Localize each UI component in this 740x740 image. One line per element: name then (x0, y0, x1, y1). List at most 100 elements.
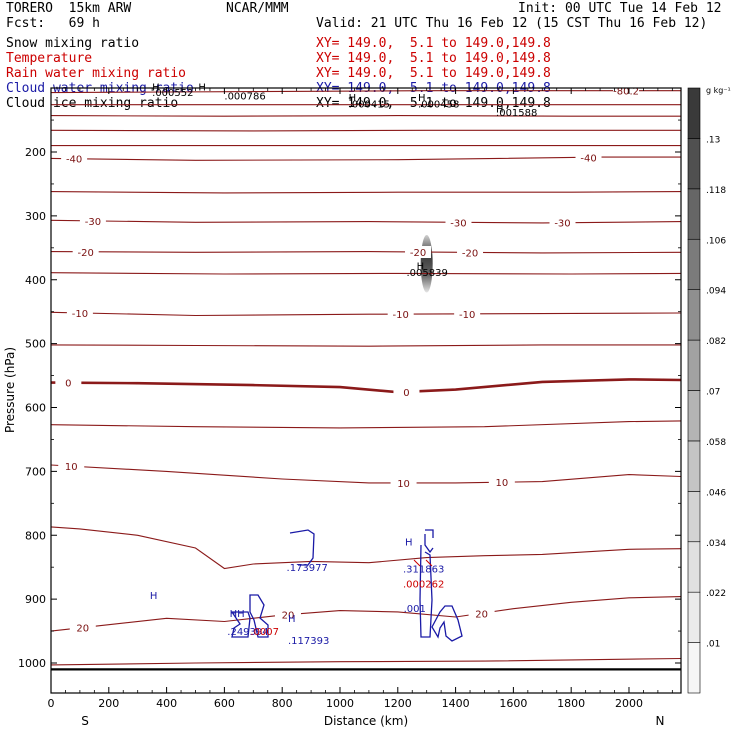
x-tick-label: 1600 (499, 697, 527, 710)
colorbar-level-label: .022 (706, 589, 726, 599)
temperature-contour (50, 526, 682, 570)
contour-label-bg (468, 607, 495, 620)
contour-label: 20 (76, 624, 89, 635)
legend-rain-name: Rain water mixing ratio (6, 66, 187, 81)
x-tick-label: 800 (272, 697, 293, 710)
contour-label-bg (55, 376, 82, 389)
contour-label: -40 (580, 153, 596, 164)
y-tick-label: 1000 (18, 657, 46, 670)
contour-label-bg (405, 246, 432, 259)
colorbar-swatch (687, 87, 701, 139)
contour-label: 10 (65, 462, 78, 473)
y-tick-label: 300 (25, 210, 46, 223)
cloud-water-contour (249, 594, 269, 638)
colorbar-level-label: .106 (706, 236, 726, 246)
max-h-label: HH (230, 609, 245, 620)
cloud-water-contour (419, 544, 433, 638)
max-h-label: H (418, 93, 426, 104)
contour-label: -20 (410, 248, 426, 259)
temperature-contour (50, 129, 681, 132)
x-tick-label: 1200 (384, 697, 412, 710)
temperature-contour (50, 464, 682, 484)
colorbar-swatch (687, 642, 701, 694)
colorbar-swatch (687, 138, 701, 190)
contour-label-bg (58, 460, 85, 473)
contour-label: -10 (393, 310, 409, 321)
temperature-contour (50, 251, 682, 254)
contour-label: 0 (65, 379, 71, 390)
contour-label-bg (549, 216, 576, 229)
legend-temp-xy: XY= 149.0, 5.1 to 149.0,149.8 (316, 51, 551, 66)
contour-label: -30 (450, 218, 466, 229)
max-h-label: H (288, 614, 296, 625)
plot-frame (50, 87, 682, 694)
contour-label-bg (274, 608, 301, 621)
contour-label-bg (66, 306, 93, 319)
colorbar-swatch (687, 491, 701, 543)
temperature-contour (50, 115, 681, 117)
init-time: Init: 00 UTC Tue 14 Feb 12 (518, 1, 722, 16)
x-tick-label: 1400 (442, 697, 470, 710)
temperature-contour (50, 219, 682, 224)
y-tick-label: 400 (25, 274, 46, 287)
max-value-label: .000552 (152, 88, 193, 99)
max-h-label: H (150, 591, 158, 602)
max-value-label: .249394 (227, 627, 268, 638)
contour-label-bg (79, 214, 106, 227)
contour-label-bg (69, 621, 96, 634)
max-value-label: .173977 (287, 563, 328, 574)
colorbar-level-label: .046 (706, 488, 726, 498)
colorbar-level-label: .094 (706, 287, 726, 297)
contour-label: -20 (78, 248, 94, 259)
contour-label-bg (387, 308, 414, 321)
contour-label: -30 (554, 219, 570, 230)
contour-label-bg (61, 152, 88, 165)
max-value-label: .000262 (403, 580, 444, 591)
max-h-label: H (417, 262, 425, 273)
y-tick-label: 200 (25, 146, 46, 159)
max-value-label: .117393 (288, 636, 329, 647)
max-value-label: .001588 (496, 108, 537, 119)
model-title: TORERO 15km ARW (6, 1, 132, 16)
x-tick-label: 2000 (615, 697, 643, 710)
cloud-water-contour (289, 529, 315, 566)
contour-label-bg (488, 476, 515, 489)
colorbar-level-label: .13 (706, 135, 720, 145)
contour-label-bg (393, 385, 420, 398)
contour-label: -80.2 (613, 87, 639, 98)
colorbar-swatch (687, 541, 701, 593)
contour-label: -40 (66, 155, 82, 166)
temperature-contour (50, 596, 682, 632)
temperature-contour (50, 378, 682, 394)
colorbar-swatch (687, 238, 701, 290)
max-h-label: H (349, 93, 357, 104)
colorbar-level-label: .058 (706, 438, 726, 448)
temperature-contour (50, 156, 681, 161)
forecast-hour: Fcst: 69 h (6, 16, 100, 31)
max-h-label: H (496, 104, 504, 115)
contour-label: 20 (282, 611, 295, 622)
x-tick-label: 200 (98, 697, 119, 710)
temperature-contour (50, 90, 681, 94)
legend-rain-xy: XY= 149.0, 5.1 to 149.0,149.8 (316, 66, 551, 81)
max-value-label: .000415 (349, 99, 390, 110)
contour-label: 10 (495, 478, 508, 489)
contour-label-bg (445, 216, 472, 229)
max-value-label: .311863 (403, 564, 444, 575)
contour-label-bg (454, 307, 481, 320)
colorbar-swatch (687, 591, 701, 643)
cloud-water-contour (424, 529, 434, 554)
temperature-contour (50, 272, 682, 275)
max-value-label: .005839 (406, 268, 447, 279)
north-label: N (656, 714, 665, 728)
legend-snow-name: Snow mixing ratio (6, 36, 140, 51)
cloud-water-contour (230, 611, 251, 638)
legend-temp-name: Temperature (6, 51, 93, 66)
colorbar-level-label: .01 (706, 640, 720, 650)
x-tick-label: 600 (214, 697, 235, 710)
colorbar-swatch (687, 440, 701, 492)
colorbar-level-label: .118 (706, 186, 726, 196)
center-title: NCAR/MMM (226, 1, 289, 16)
y-tick-label: 600 (25, 402, 46, 415)
